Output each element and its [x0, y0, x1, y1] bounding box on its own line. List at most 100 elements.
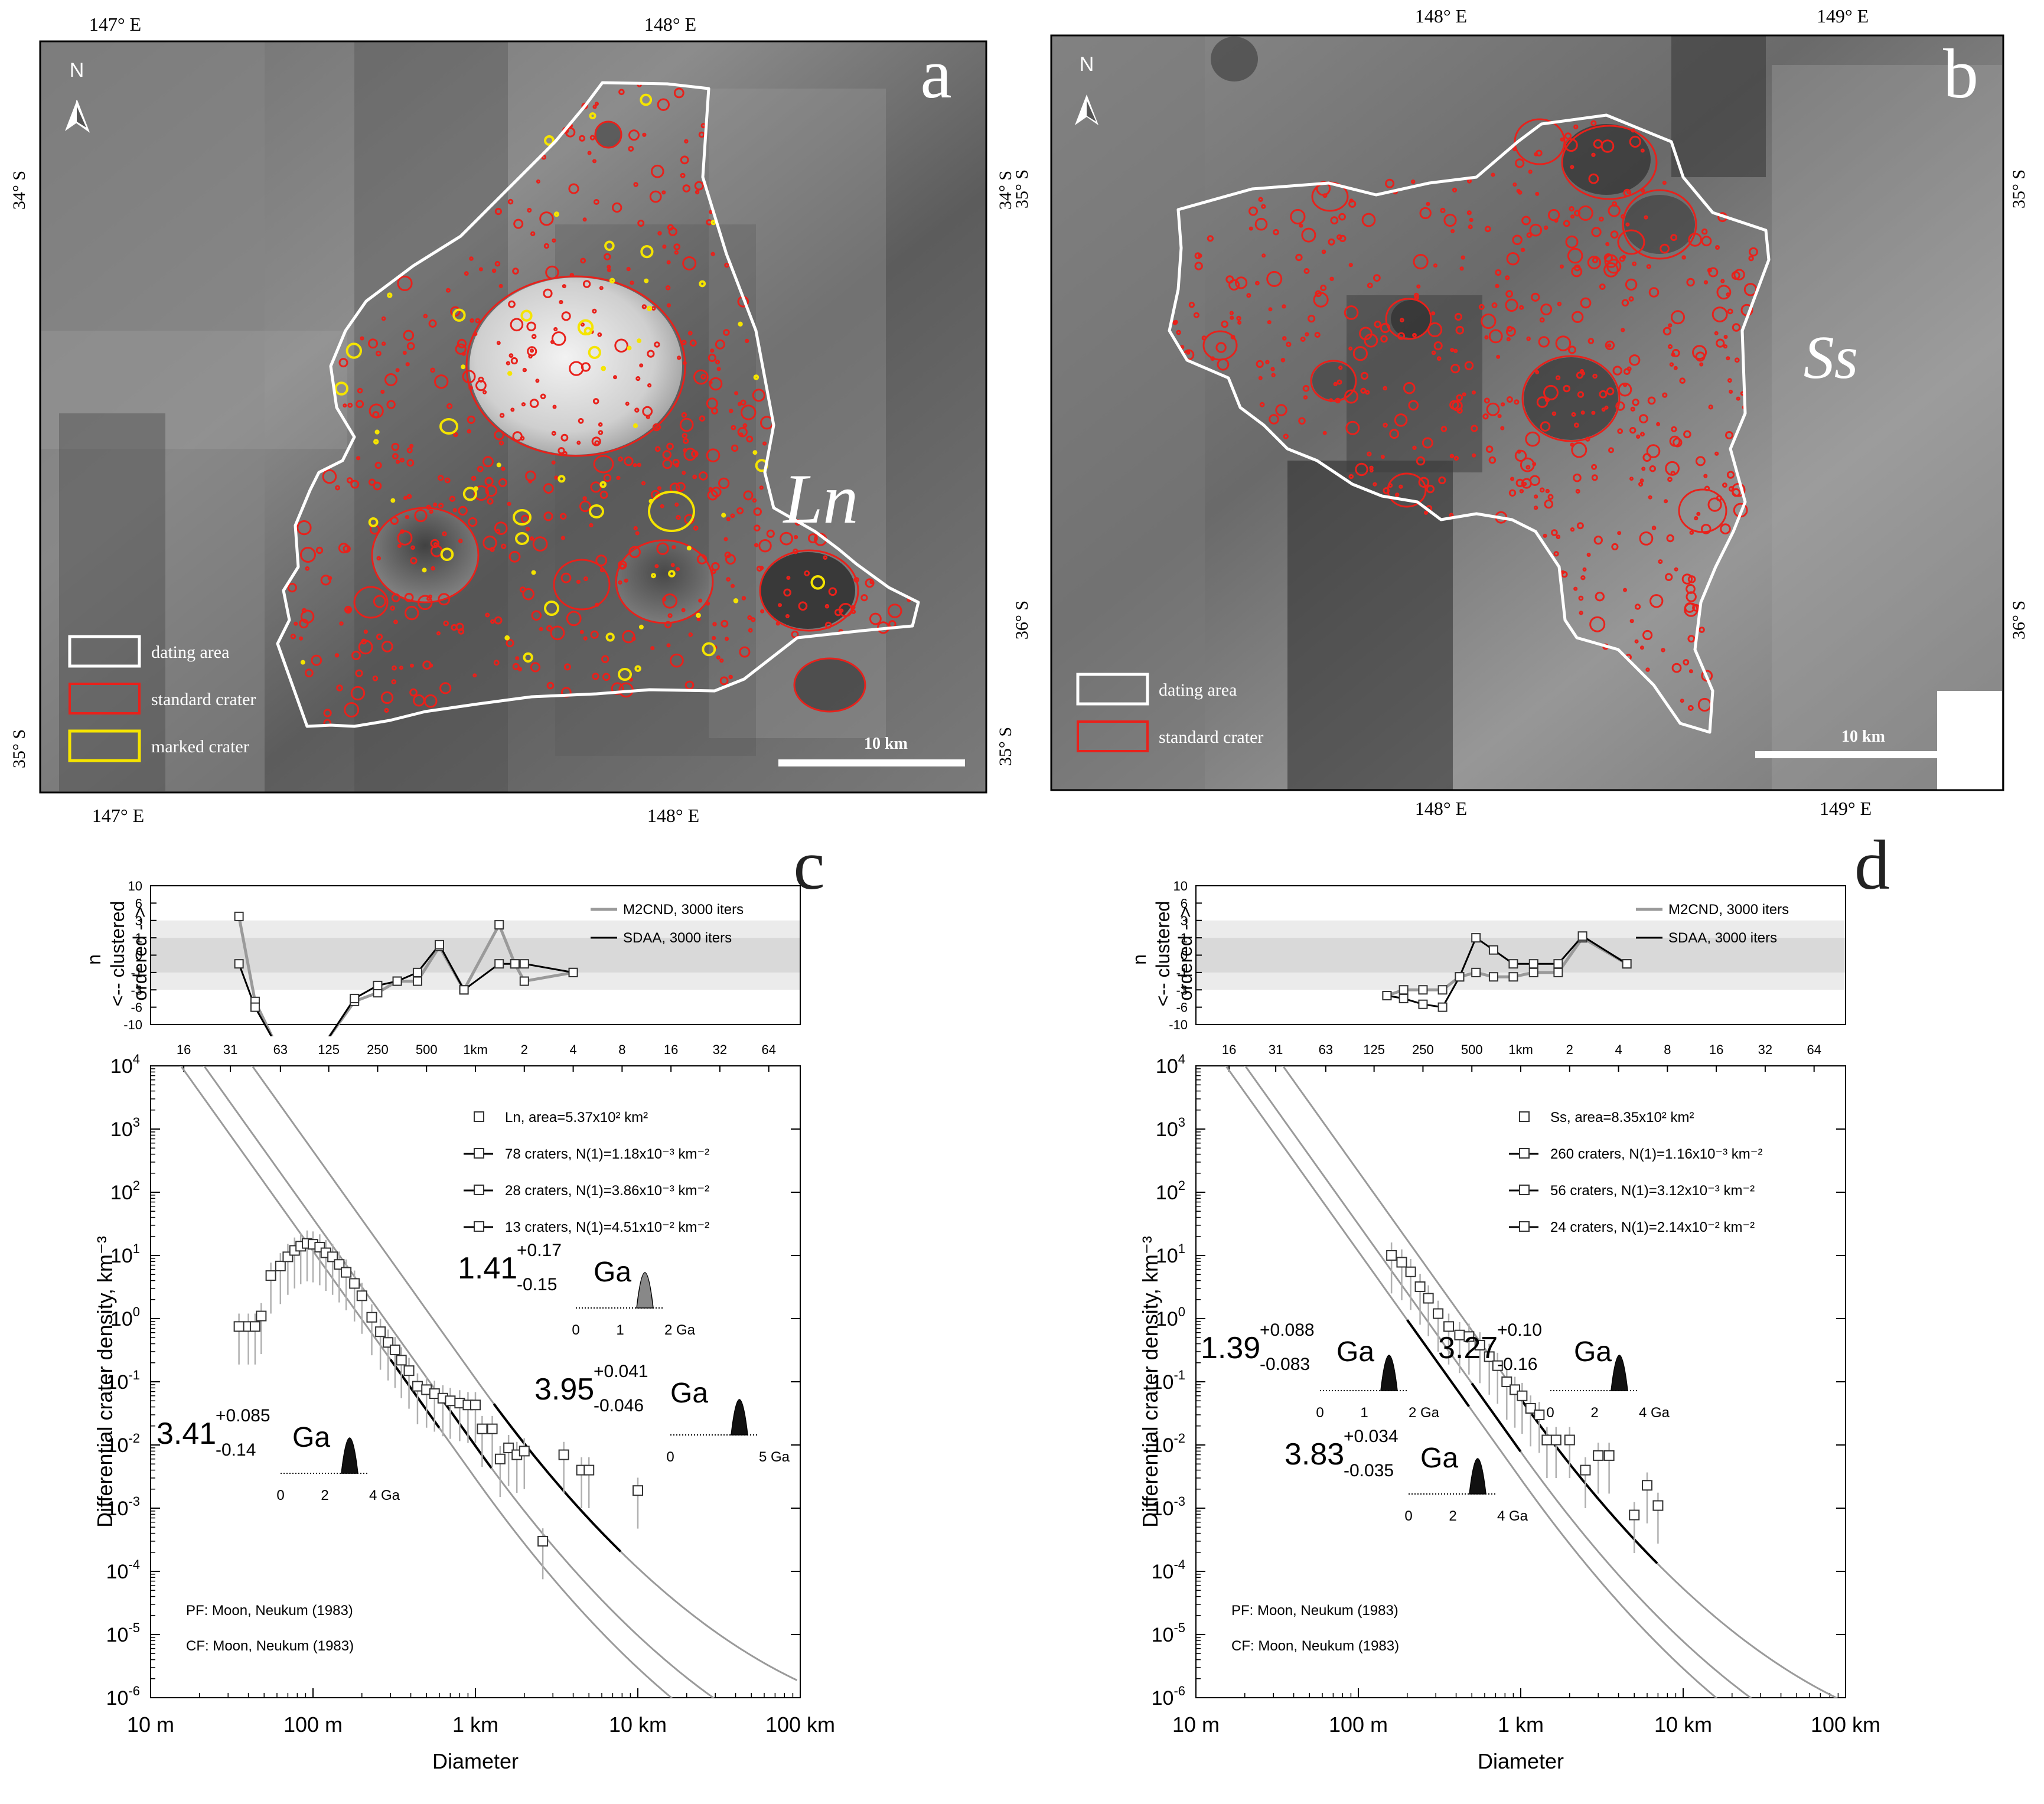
standard-crater [1488, 329, 1503, 344]
standard-crater [1578, 595, 1584, 601]
age-value: 1.39 [1201, 1331, 1260, 1365]
standard-crater [439, 682, 452, 694]
standard-crater [473, 485, 490, 501]
standard-crater [1320, 285, 1327, 291]
standard-crater [1336, 234, 1342, 240]
panel-b-map [1050, 34, 2004, 791]
standard-crater [1667, 477, 1673, 482]
standard-crater [743, 490, 754, 501]
standard-crater [569, 361, 584, 376]
standard-crater [597, 332, 602, 337]
standard-crater [1359, 327, 1373, 341]
standard-crater [299, 618, 309, 629]
panel-a-letter: a [920, 34, 951, 113]
standard-crater [786, 576, 791, 580]
marked-crater [368, 517, 379, 527]
standard-crater [598, 430, 604, 435]
marked-crater [627, 345, 632, 351]
standard-crater [1173, 319, 1178, 324]
standard-crater [1629, 427, 1636, 434]
standard-crater [580, 257, 586, 264]
standard-crater [1701, 228, 1708, 235]
standard-crater [1732, 323, 1741, 332]
standard-crater [741, 404, 757, 420]
standard-crater [698, 598, 703, 603]
standard-crater [687, 331, 693, 336]
standard-crater [1545, 488, 1550, 494]
data-point [1396, 1257, 1407, 1268]
standard-crater [532, 536, 548, 552]
standard-crater [1641, 467, 1646, 471]
top-axis-label: 125 [318, 1042, 340, 1057]
standard-crater [778, 603, 782, 608]
standard-crater [1426, 201, 1430, 206]
standard-crater [618, 456, 623, 462]
standard-crater [715, 360, 721, 365]
standard-crater [550, 625, 565, 641]
standard-crater [376, 633, 383, 641]
data-point [1534, 1409, 1545, 1420]
standard-crater [397, 530, 413, 546]
panel-a-north-arrow [65, 100, 90, 133]
panel-a-lon-bottom-2: 148° E [647, 805, 699, 826]
randomness-y-tick-label: -3 [131, 983, 142, 997]
standard-crater [1301, 227, 1316, 243]
age-axis-label: 0 [1316, 1405, 1323, 1421]
standard-crater [1459, 266, 1464, 271]
standard-crater [676, 482, 686, 492]
age-axis-label: 2 [1590, 1405, 1598, 1421]
standard-crater [409, 688, 418, 697]
standard-crater [1348, 263, 1353, 267]
standard-crater [508, 550, 521, 563]
age-unit: Ga [670, 1378, 708, 1409]
standard-crater [631, 637, 636, 641]
randomness-point [1622, 959, 1632, 969]
standard-crater [592, 159, 596, 164]
standard-crater [851, 605, 856, 610]
standard-crater [315, 546, 324, 554]
standard-crater [417, 595, 433, 611]
standard-crater [346, 477, 353, 484]
standard-crater [1629, 619, 1634, 624]
age-axis-label: 2 [321, 1487, 328, 1503]
panel-d-letter: d [1854, 826, 1890, 904]
standard-crater [581, 322, 585, 327]
legend-marker [474, 1185, 484, 1195]
marked-crater [589, 112, 596, 120]
standard-crater [1634, 639, 1639, 644]
standard-crater [1634, 603, 1641, 610]
standard-crater [1506, 396, 1513, 403]
standard-crater [1591, 474, 1598, 481]
randomness-y-tick-label: -1 [1176, 965, 1188, 980]
randomness-point [1528, 959, 1538, 969]
standard-crater [1694, 516, 1699, 521]
standard-crater [1621, 328, 1625, 332]
sdaa-line [238, 943, 573, 1036]
standard-crater [651, 164, 664, 178]
randomness-point [519, 976, 529, 986]
data-point [1405, 1266, 1416, 1277]
standard-crater [344, 702, 360, 717]
standard-crater [395, 368, 400, 373]
standard-crater [1615, 401, 1625, 411]
age-axis-label: 0 [666, 1449, 674, 1465]
standard-crater [442, 531, 447, 537]
top-axis-label: 1km [1508, 1042, 1533, 1057]
top-axis-label: 250 [1412, 1042, 1434, 1057]
age-plus: +0.034 [1344, 1427, 1398, 1446]
panel-b-lon-top-1: 148° E [1415, 5, 1467, 27]
standard-crater [1412, 445, 1417, 450]
standard-crater [758, 539, 772, 553]
x-tick-label: 10 m [1172, 1712, 1220, 1737]
randomness-y-tick-label: -10 [123, 1017, 142, 1032]
standard-crater [798, 601, 808, 611]
isochron-1 [180, 1066, 673, 1698]
standard-crater [543, 483, 554, 494]
standard-crater [1699, 362, 1704, 367]
standard-crater [1478, 304, 1485, 310]
standard-crater [592, 308, 597, 314]
standard-crater [485, 612, 490, 618]
x-tick-label: 10 m [127, 1712, 174, 1737]
standard-crater [351, 650, 361, 660]
top-axis-label: 32 [1758, 1042, 1772, 1057]
